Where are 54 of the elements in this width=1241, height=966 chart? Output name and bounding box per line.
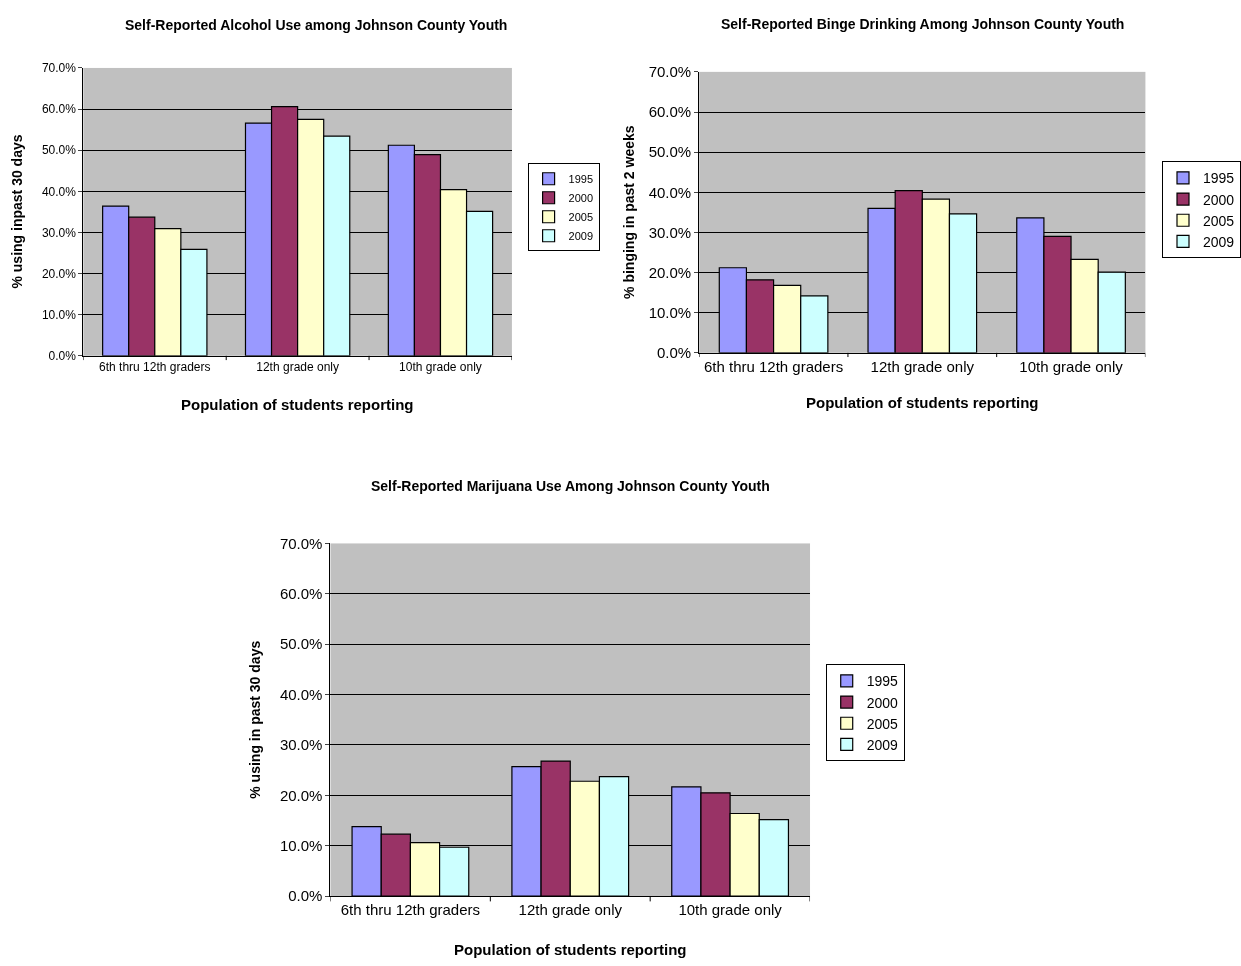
legend-label: 2000 — [866, 694, 899, 711]
y-tick-label: 30.0% — [41, 225, 77, 240]
chart-title: Self-Reported Alcohol Use among Johnson County Youth — [125, 17, 508, 33]
y-tick-label: 50.0% — [648, 143, 692, 161]
y-tick-label: 20.0% — [41, 266, 77, 281]
x-tick-label: 10th grade only — [1019, 357, 1124, 375]
y-tick-label: 60.0% — [41, 102, 77, 117]
y-tick-label: 60.0% — [279, 585, 323, 603]
y-tick-label: 60.0% — [648, 103, 692, 121]
y-tick-label: 0.0% — [288, 887, 323, 905]
legend-label: 1995 — [1203, 170, 1235, 187]
y-tick-label: 10.0% — [279, 836, 323, 854]
y-tick-label: 70.0% — [648, 63, 692, 81]
y-tick-label: 30.0% — [279, 736, 323, 754]
x-axis-title: Population of students reporting — [181, 396, 414, 413]
x-tick-label: 12th grade only — [256, 360, 339, 375]
y-tick-label: 40.0% — [41, 184, 77, 199]
chart-title: Self-Reported Marijuana Use Among Johnson County Youth — [371, 478, 770, 494]
y-axis-title: % using in past 30 days — [247, 640, 264, 799]
x-tick-label: 10th grade only — [399, 360, 482, 375]
y-tick-label: 0.0% — [48, 348, 77, 363]
x-tick-label: 10th grade only — [678, 901, 783, 919]
x-tick-label: 12th grade only — [518, 901, 623, 919]
legend-label: 2005 — [1203, 212, 1235, 229]
y-tick-label: 70.0% — [41, 61, 77, 76]
legend-label: 2000 — [568, 192, 594, 205]
legend-label: 2009 — [1203, 233, 1235, 250]
y-axis-title: % binging in past 2 weeks — [621, 125, 638, 299]
y-axis-title: % using inpast 30 days — [8, 134, 25, 289]
y-tick-label: 10.0% — [648, 303, 692, 321]
y-tick-label: 10.0% — [41, 307, 77, 322]
x-axis-title: Population of students reporting — [454, 941, 687, 958]
y-tick-label: 0.0% — [657, 344, 692, 362]
y-tick-label: 20.0% — [648, 263, 692, 281]
legend-label: 1995 — [568, 173, 594, 186]
chart-title: Self-Reported Binge Drinking Among Johnson County Youth — [721, 16, 1125, 32]
y-tick-label: 40.0% — [279, 685, 323, 703]
x-tick-label: 6th thru 12th graders — [99, 360, 211, 375]
x-axis-title: Population of students reporting — [806, 394, 1039, 411]
x-tick-label: 6th thru 12th graders — [703, 357, 844, 375]
y-tick-label: 50.0% — [41, 143, 77, 158]
x-tick-label: 6th thru 12th graders — [340, 901, 481, 919]
x-tick-label: 12th grade only — [870, 357, 975, 375]
y-tick-label: 20.0% — [279, 786, 323, 804]
legend-label: 2005 — [568, 211, 594, 224]
y-tick-label: 50.0% — [279, 635, 323, 653]
y-tick-label: 40.0% — [648, 183, 692, 201]
legend-label: 2009 — [866, 736, 899, 753]
legend-label: 2005 — [866, 715, 899, 732]
legend-label: 1995 — [866, 673, 899, 690]
y-tick-label: 30.0% — [648, 223, 692, 241]
legend-label: 2009 — [568, 230, 594, 243]
legend-label: 2000 — [1203, 191, 1235, 208]
y-tick-label: 70.0% — [279, 534, 323, 552]
